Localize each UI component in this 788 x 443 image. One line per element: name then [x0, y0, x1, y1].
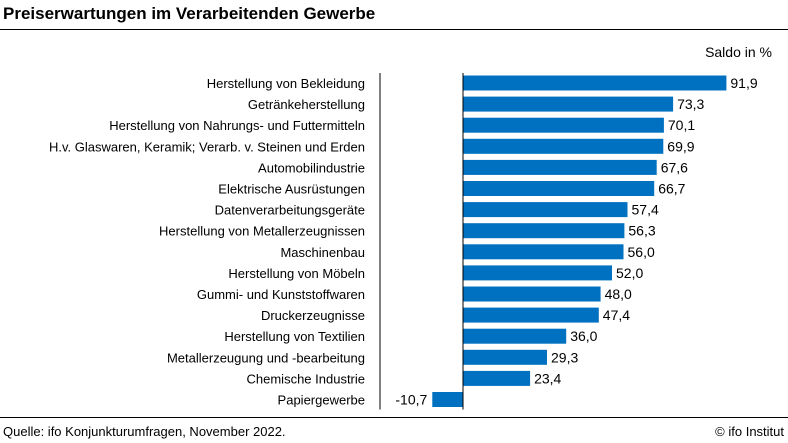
value-label: 56,0	[628, 244, 655, 260]
value-label: 23,4	[534, 370, 561, 386]
copyright-credit: © ifo Institut	[715, 424, 784, 439]
category-label: Elektrische Ausrüstungen	[218, 182, 365, 197]
value-label: 36,0	[570, 328, 597, 344]
category-label: Herstellung von Textilien	[224, 329, 365, 344]
category-label: Getränkeherstellung	[248, 97, 365, 112]
title-divider	[0, 29, 788, 30]
source-note: Quelle: ifo Konjunkturumfragen, November…	[3, 424, 286, 439]
value-label: 57,4	[632, 202, 659, 218]
value-label: 67,6	[661, 159, 688, 175]
category-label: Papiergewerbe	[278, 393, 365, 408]
bar	[463, 328, 567, 344]
bar	[463, 244, 624, 260]
category-label: Druckerzeugnisse	[261, 308, 365, 323]
category-label: Herstellung von Bekleidung	[207, 76, 365, 91]
bar	[432, 392, 463, 407]
bar	[463, 349, 547, 365]
bar	[463, 159, 657, 175]
category-label: Metallerzeugung und -bearbeitung	[167, 350, 365, 365]
unit-label: Saldo in %	[705, 44, 772, 60]
category-label: Herstellung von Nahrungs- und Futtermitt…	[109, 118, 365, 133]
value-label: 52,0	[616, 265, 643, 281]
category-label: Herstellung von Möbeln	[228, 266, 365, 281]
category-label: Datenverarbeitungsgeräte	[215, 203, 365, 218]
value-label: 47,4	[603, 307, 630, 323]
value-label: 29,3	[551, 349, 578, 365]
bar	[463, 286, 601, 302]
category-label: Automobilindustrie	[258, 160, 365, 175]
value-label: 66,7	[658, 181, 685, 197]
bar	[463, 138, 664, 154]
value-label: 69,9	[667, 138, 694, 154]
bars-layer: Herstellung von Bekleidung 91,9 Getränkehe…	[49, 73, 758, 410]
bar	[463, 75, 727, 91]
bar	[463, 370, 531, 386]
bar	[463, 223, 625, 239]
category-label: H.v. Glaswaren, Keramik; Verarb. v. Stei…	[49, 139, 365, 154]
category-label: Gummi- und Kunststoffwaren	[197, 287, 365, 302]
value-label: 73,3	[677, 96, 704, 112]
value-label: -10,7	[395, 392, 427, 408]
bar	[463, 117, 664, 133]
category-label: Chemische Industrie	[247, 371, 366, 386]
value-label: 56,3	[628, 223, 655, 239]
category-label: Maschinenbau	[280, 245, 365, 260]
value-label: 48,0	[605, 286, 632, 302]
value-label: 70,1	[668, 117, 695, 133]
footer-divider	[0, 417, 788, 418]
bar	[463, 307, 599, 323]
bar	[463, 202, 628, 218]
category-label: Herstellung von Metallerzeugnissen	[159, 224, 365, 239]
bar	[463, 96, 674, 112]
chart-title: Preiserwartungen im Verarbeitenden Gewer…	[3, 4, 376, 23]
value-label: 91,9	[730, 75, 757, 91]
bar	[463, 181, 655, 196]
bar	[463, 265, 612, 281]
